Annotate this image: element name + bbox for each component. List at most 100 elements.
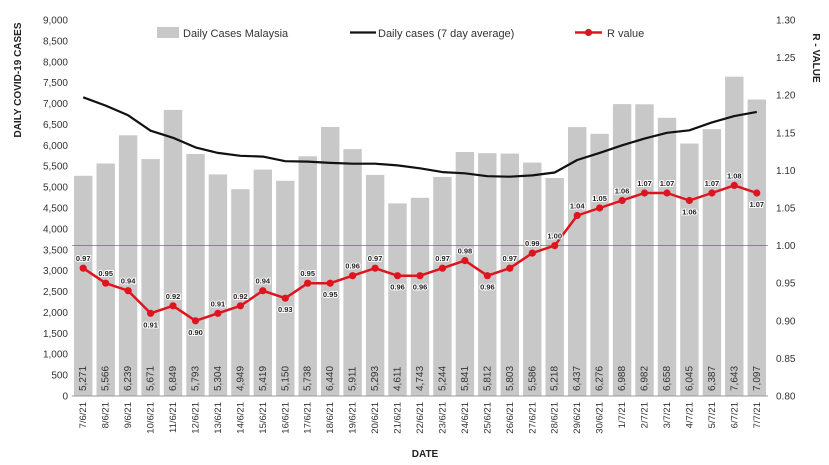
r-value-label: 1.06	[682, 208, 697, 217]
r-value-label: 0.95	[300, 269, 315, 278]
bar-value-label: 5,841	[460, 366, 471, 391]
r-value-point	[640, 189, 649, 197]
bar-value-label: 5,803	[505, 366, 516, 391]
x-tick-label: 30/6/21	[595, 402, 606, 434]
r-value-point	[528, 249, 536, 257]
r-value-point	[483, 272, 491, 280]
legend-marker-r	[584, 28, 593, 37]
bar-value-label: 4,743	[415, 366, 426, 391]
x-tick-label: 29/6/21	[572, 402, 583, 434]
r-value-label: 0.95	[323, 290, 338, 299]
r-value-point	[753, 189, 761, 197]
x-tick-label: 21/6/21	[393, 402, 404, 434]
y-tick-label: 3,000	[43, 266, 68, 277]
x-tick-label: 14/6/21	[235, 402, 246, 434]
r-value-point	[461, 257, 469, 265]
legend-swatch-bars	[157, 27, 179, 38]
y-tick-label: 5,000	[43, 183, 68, 194]
x-tick-label: 26/6/21	[505, 402, 516, 434]
bar-value-label: 5,419	[258, 366, 269, 391]
bar-value-label: 6,849	[168, 366, 179, 391]
x-tick-label: 15/6/21	[258, 402, 269, 434]
y-tick-label: 8,500	[43, 36, 68, 47]
r-value-point	[506, 264, 514, 272]
x-tick-label: 7/6/21	[78, 402, 89, 428]
y-tick-label: 4,000	[43, 224, 68, 235]
bar-value-label: 7,643	[729, 366, 740, 391]
r-value-line-group: 0.97 0.95 0.94 0.91 0.92 0.90 0.91 0.92 0.94 0.93…	[75, 170, 765, 337]
x-axis-title: DATE	[412, 449, 439, 460]
bar	[163, 109, 183, 397]
y-tick-label: 5,500	[43, 162, 68, 173]
bar-value-label: 5,293	[370, 366, 381, 391]
y-tick-label: 500	[51, 371, 68, 382]
bar	[500, 153, 519, 396]
x-tick-label: 28/6/21	[550, 402, 561, 434]
x-tick-label: 3/7/21	[662, 402, 673, 428]
r-value-label: 0.96	[480, 283, 495, 292]
r-value-point	[573, 211, 581, 220]
r-value-point	[730, 181, 738, 189]
y2-tick-label: 0.90	[776, 316, 796, 327]
r-value-point	[214, 309, 222, 317]
r-value-point	[663, 189, 671, 197]
y2-tick-label: 1.30	[776, 16, 796, 27]
bar	[657, 117, 677, 397]
bar	[523, 162, 542, 396]
r-value-label: 0.96	[390, 283, 405, 292]
legend-label-r: R value	[607, 28, 644, 40]
bar-value-label: 4,949	[235, 366, 246, 391]
r-value-label: 1.04	[570, 202, 585, 211]
r-value-label: 0.93	[278, 305, 293, 314]
bar	[186, 154, 205, 396]
bar	[276, 180, 295, 396]
bar	[298, 156, 317, 396]
r-value-point	[551, 242, 559, 250]
bar-value-label: 6,276	[595, 366, 606, 391]
r-value-label: 0.91	[211, 299, 226, 308]
bar	[545, 178, 564, 396]
y-tick-label: 7,000	[43, 99, 68, 110]
r-value-point	[236, 302, 244, 310]
r-value-label: 0.98	[458, 247, 473, 256]
bar	[321, 127, 340, 396]
r-value-label: 0.91	[143, 320, 158, 329]
bar-value-label: 4,611	[393, 366, 404, 391]
bar	[455, 152, 475, 396]
r-value-label: 0.90	[188, 328, 203, 337]
bar	[141, 159, 160, 396]
y-tick-label: 3,500	[43, 245, 68, 256]
r-value-point	[685, 196, 694, 205]
x-tick-label: 1/7/21	[617, 402, 628, 428]
r-value-point	[371, 264, 379, 272]
y-tick-label: 7,500	[43, 78, 68, 89]
r-value-label: 0.95	[98, 269, 113, 278]
r-value-label: 0.94	[255, 277, 270, 286]
x-tick-label: 10/6/21	[146, 402, 157, 434]
r-value-label: 0.96	[413, 283, 428, 292]
bar-value-label: 5,812	[482, 366, 493, 391]
bar	[747, 99, 766, 396]
x-tick-label: 13/6/21	[213, 402, 224, 434]
r-value-label: 0.96	[345, 262, 360, 271]
bar	[208, 174, 228, 396]
bar-value-label: 5,566	[101, 366, 112, 391]
y-tick-label: 2,000	[43, 308, 68, 319]
r-value-point	[304, 279, 312, 287]
y2-tick-label: 1.10	[776, 166, 796, 177]
bar	[231, 189, 250, 396]
bar	[365, 174, 385, 396]
r-value-point	[102, 279, 110, 287]
y-tick-label: 0	[62, 392, 68, 403]
r-value-label: 1.07	[705, 179, 720, 188]
x-tick-label: 16/6/21	[280, 402, 291, 434]
r-value-point	[281, 294, 289, 302]
r-value-label: 0.94	[121, 277, 136, 286]
r-value-label: 1.00	[547, 232, 562, 241]
x-tick-label: 24/6/21	[460, 402, 471, 434]
y2-tick-label: 0.85	[776, 354, 796, 365]
x-tick-label: 11/6/21	[168, 402, 179, 433]
legend: Daily Cases Malaysia Daily cases (7 day a…	[157, 27, 644, 40]
r-value-label: 0.97	[76, 254, 91, 263]
